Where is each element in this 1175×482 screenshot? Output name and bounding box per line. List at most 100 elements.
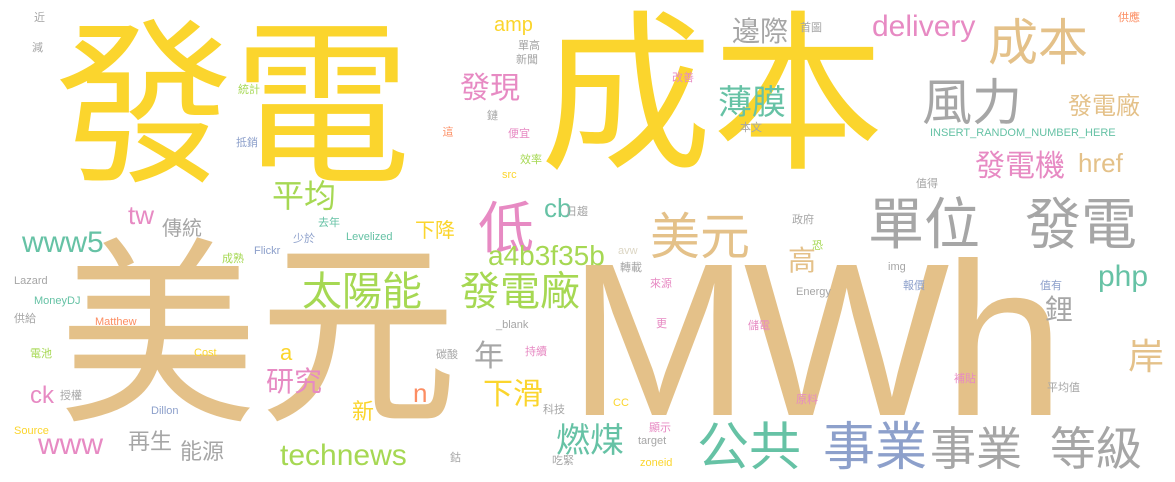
cloud-word: Levelized bbox=[346, 231, 393, 243]
cloud-word: zoneid bbox=[640, 457, 673, 469]
cloud-word: 報價 bbox=[903, 279, 925, 292]
cloud-word: 首圖 bbox=[800, 21, 822, 34]
cloud-word: 顯示 bbox=[649, 421, 671, 434]
cloud-word: a4b3f35b bbox=[488, 240, 605, 271]
cloud-word: 轉載 bbox=[620, 261, 642, 274]
cloud-word: 事業 bbox=[930, 422, 1022, 476]
cloud-word: 發電廠 bbox=[1068, 92, 1140, 120]
cloud-word: 抵銷 bbox=[236, 136, 258, 149]
cloud-word: 燃煤 bbox=[556, 421, 624, 461]
cloud-word: 持續 bbox=[525, 345, 547, 358]
cloud-word: 儲電 bbox=[748, 319, 770, 332]
cloud-word: 本文 bbox=[740, 121, 762, 134]
cloud-word: Lazard bbox=[14, 275, 48, 287]
cloud-word: 傳統 bbox=[162, 216, 202, 240]
cloud-word: Cost bbox=[194, 347, 217, 359]
cloud-word: src bbox=[502, 169, 517, 181]
cloud-word: 美元 bbox=[58, 221, 459, 454]
cloud-word: 下降 bbox=[415, 218, 455, 242]
cloud-word: ck bbox=[30, 382, 54, 409]
cloud-word: 再生 bbox=[128, 430, 173, 455]
cloud-word: delivery bbox=[872, 10, 976, 43]
cloud-word: 效率 bbox=[520, 153, 542, 166]
cloud-word: www bbox=[38, 428, 103, 461]
cloud-word: 單高 bbox=[518, 39, 540, 52]
cloud-word: 下滑 bbox=[483, 377, 543, 412]
cloud-word: 值有 bbox=[1040, 279, 1062, 292]
cloud-word: Matthew bbox=[95, 316, 137, 328]
cloud-word: Flickr bbox=[254, 245, 281, 257]
cloud-word: 能源 bbox=[180, 440, 225, 465]
cloud-word: 岸 bbox=[1128, 337, 1165, 378]
cloud-word: 太陽能 bbox=[302, 269, 422, 315]
cloud-word: href bbox=[1078, 148, 1123, 178]
cloud-word: 鈷 bbox=[450, 451, 461, 464]
cloud-word: 近 bbox=[34, 11, 45, 24]
cloud-word: avw bbox=[618, 245, 638, 257]
cloud-word: INSERT_RANDOM_NUMBER_HERE bbox=[930, 127, 1116, 139]
cloud-word: 鏈 bbox=[487, 109, 498, 122]
cloud-word: 公共 bbox=[697, 418, 802, 478]
cloud-word: 便宜 bbox=[508, 127, 530, 140]
cloud-word: 更 bbox=[656, 317, 667, 330]
cloud-word: 發現 bbox=[460, 71, 520, 106]
cloud-word: www5 bbox=[22, 226, 104, 259]
cloud-word: 低 bbox=[478, 197, 534, 262]
cloud-word: target bbox=[638, 435, 667, 447]
cloud-word: 新 bbox=[352, 400, 375, 425]
cloud-word: 邊際 bbox=[732, 15, 789, 48]
cloud-word: 減 bbox=[32, 41, 43, 54]
cloud-word: n bbox=[413, 378, 428, 408]
cloud-word: CC bbox=[613, 397, 629, 409]
cloud-word: 研究 bbox=[266, 365, 323, 398]
cloud-word: 少於 bbox=[293, 232, 315, 245]
cloud-word: 成熟 bbox=[222, 252, 244, 265]
cloud-word: 事業 bbox=[823, 418, 928, 478]
cloud-word: 成本 bbox=[540, 0, 884, 196]
cloud-word: 薄膜 bbox=[718, 83, 786, 123]
cloud-word: MWh bbox=[568, 219, 1065, 462]
cloud-word: a bbox=[280, 340, 293, 365]
cloud-word: 高 bbox=[788, 244, 817, 277]
cloud-word: 恐 bbox=[812, 239, 823, 252]
cloud-word: Dillon bbox=[151, 405, 179, 417]
cloud-word: 發電 bbox=[1025, 193, 1137, 258]
cloud-word: cb bbox=[544, 193, 572, 223]
cloud-word: img bbox=[888, 261, 906, 273]
cloud-word: amp bbox=[494, 14, 533, 36]
cloud-word: 碳酸 bbox=[436, 348, 458, 361]
cloud-word: 供給 bbox=[14, 312, 36, 325]
cloud-word: 美元 bbox=[650, 208, 750, 266]
cloud-word: 新聞 bbox=[516, 53, 538, 66]
cloud-word: tw bbox=[128, 200, 154, 230]
cloud-word: 原料 bbox=[796, 393, 818, 406]
cloud-word: 平均 bbox=[272, 177, 337, 215]
cloud-word: 鋰 bbox=[1045, 293, 1074, 326]
cloud-word: 發電廠 bbox=[460, 269, 580, 315]
cloud-word: Energy bbox=[796, 286, 831, 298]
cloud-word: 年 bbox=[474, 339, 504, 374]
cloud-word: 單位 bbox=[868, 193, 980, 258]
cloud-word: 等級 bbox=[1050, 422, 1142, 476]
cloud-word: 去年 bbox=[318, 216, 340, 229]
cloud-word: 改善 bbox=[672, 71, 694, 84]
cloud-word: 政府 bbox=[792, 213, 814, 226]
cloud-word: MoneyDJ bbox=[34, 295, 81, 307]
cloud-word: 成本 bbox=[988, 14, 1088, 72]
cloud-word: 吃緊 bbox=[552, 454, 574, 467]
cloud-word: php bbox=[1098, 260, 1149, 293]
cloud-word: 發電 bbox=[55, 3, 411, 210]
cloud-word: 授權 bbox=[60, 389, 82, 402]
cloud-word: 電池 bbox=[30, 347, 52, 360]
cloud-word: 來源 bbox=[650, 277, 672, 290]
cloud-word: Source bbox=[14, 425, 49, 437]
cloud-word: 這 bbox=[441, 126, 454, 137]
cloud-word: 補貼 bbox=[954, 372, 976, 385]
cloud-word: 發電機 bbox=[975, 149, 1065, 184]
cloud-word: 日趨 bbox=[566, 205, 588, 218]
cloud-word: 供應 bbox=[1118, 11, 1140, 24]
cloud-word: 平均值 bbox=[1047, 381, 1080, 394]
cloud-word: 風力 bbox=[922, 74, 1022, 132]
cloud-word: _blank bbox=[496, 319, 529, 331]
